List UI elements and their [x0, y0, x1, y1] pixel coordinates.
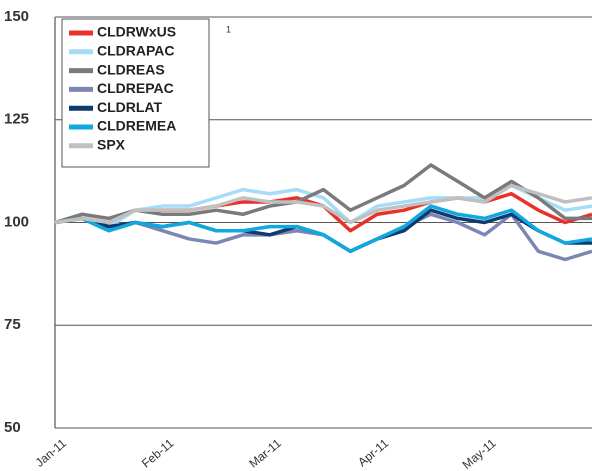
legend-label: CLDREMEA: [97, 118, 176, 134]
y-tick-label: 75: [4, 316, 21, 333]
legend-label: CLDRAPAC: [97, 43, 175, 59]
y-tick-label: 150: [4, 8, 29, 25]
y-tick-label: 100: [4, 213, 29, 230]
legend-label: CLDREPAC: [97, 80, 174, 96]
line-series: [54, 183, 592, 225]
x-tick-label: Jan-11: [33, 436, 70, 470]
legend-label: CLDRWxUS: [97, 24, 176, 40]
x-tick-label: Apr-11: [355, 436, 391, 470]
legend-label: CLDRLAT: [97, 99, 163, 115]
legend-box: [61, 18, 210, 168]
x-tick-label: May-11: [460, 436, 499, 471]
y-tick-label: 50: [4, 419, 21, 436]
legend-label: SPX: [97, 137, 126, 153]
line-series: [54, 204, 592, 254]
y-tick-label: 125: [4, 111, 29, 128]
legend-label: CLDREAS: [97, 61, 165, 77]
annotation: 1: [226, 24, 231, 34]
x-tick-label: Mar-11: [246, 436, 284, 471]
x-tick-label: Feb-11: [139, 436, 177, 471]
